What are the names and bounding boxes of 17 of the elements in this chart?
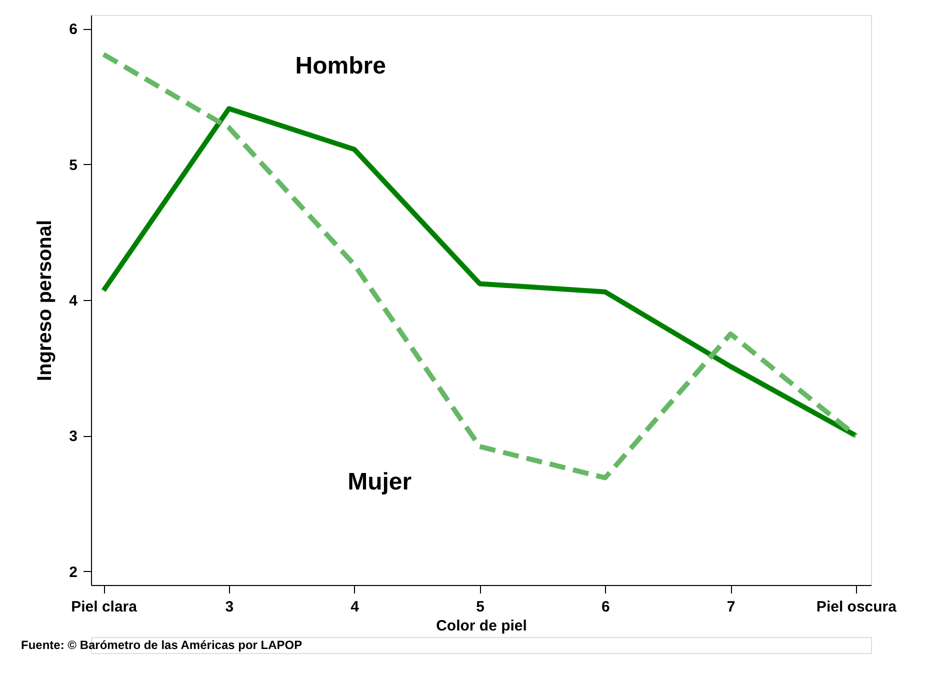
source-note: Fuente: © Barómetro de las Américas por LAPOP	[21, 638, 302, 652]
x-tick-label: 5	[476, 598, 484, 616]
y-tick-label: 6	[69, 21, 78, 38]
x-tick-label: 3	[225, 598, 234, 616]
x-tick-label: 7	[726, 598, 736, 616]
y-axis-title: Ingreso personal	[34, 220, 56, 382]
y-tick-label: 2	[69, 564, 78, 581]
x-tick-label: Piel clara	[71, 598, 138, 616]
y-tick-label: 3	[69, 428, 78, 446]
y-tick-label: 4	[69, 292, 78, 310]
y-tick-label: 5	[69, 156, 78, 174]
annotation: Hombre	[295, 52, 386, 80]
x-tick-label: Piel oscura	[816, 598, 898, 616]
x-axis-title: Color de piel	[436, 618, 527, 634]
x-tick-label: 6	[601, 598, 610, 616]
annotation: Mujer	[348, 468, 412, 496]
x-tick-label: 4	[350, 598, 360, 616]
